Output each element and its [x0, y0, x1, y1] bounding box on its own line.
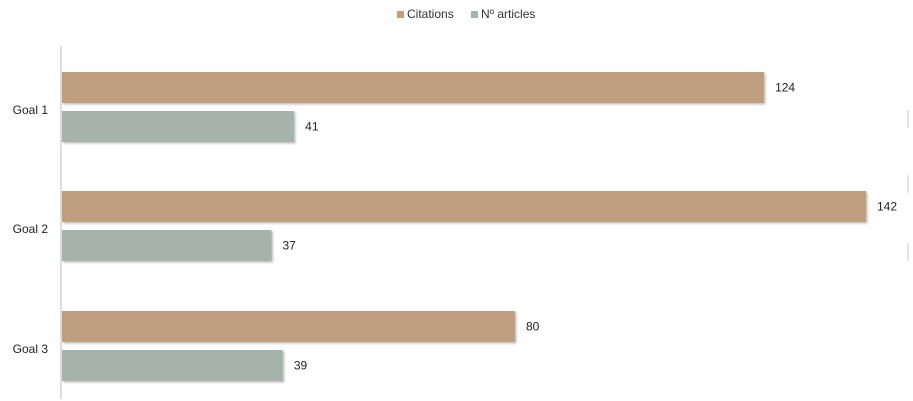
- data-label-articles-1: 41: [305, 120, 319, 134]
- bar-articles-2: [62, 230, 272, 261]
- bar-citations-3: [62, 311, 515, 342]
- edge-mark: [907, 243, 909, 261]
- edge-mark: [907, 110, 909, 128]
- edge-mark: [907, 175, 909, 193]
- category-label-goal-2: Goal 2: [13, 222, 49, 236]
- legend-label-citations: Citations: [407, 7, 454, 21]
- bar-citations-2: [62, 191, 866, 222]
- legend-label-articles: Nº articles: [481, 7, 535, 21]
- data-label-citations-1: 124: [775, 81, 795, 95]
- category-label-goal-1: Goal 1: [13, 103, 49, 117]
- data-label-articles-2: 37: [282, 239, 296, 253]
- legend-swatch-articles: [471, 11, 478, 18]
- data-label-citations-2: 142: [877, 200, 897, 214]
- bar-citations-1: [62, 72, 765, 103]
- value-labels-group: 124 41 142 37 80 39: [282, 81, 897, 373]
- bar-articles-1: [62, 111, 295, 142]
- data-label-articles-3: 39: [294, 359, 308, 373]
- bars-group: [62, 72, 866, 381]
- bar-articles-3: [62, 350, 283, 381]
- legend-swatch-citations: [397, 11, 404, 18]
- data-label-citations-3: 80: [526, 320, 540, 334]
- category-label-goal-3: Goal 3: [13, 342, 49, 356]
- chart-legend: Citations Nº articles: [397, 7, 535, 21]
